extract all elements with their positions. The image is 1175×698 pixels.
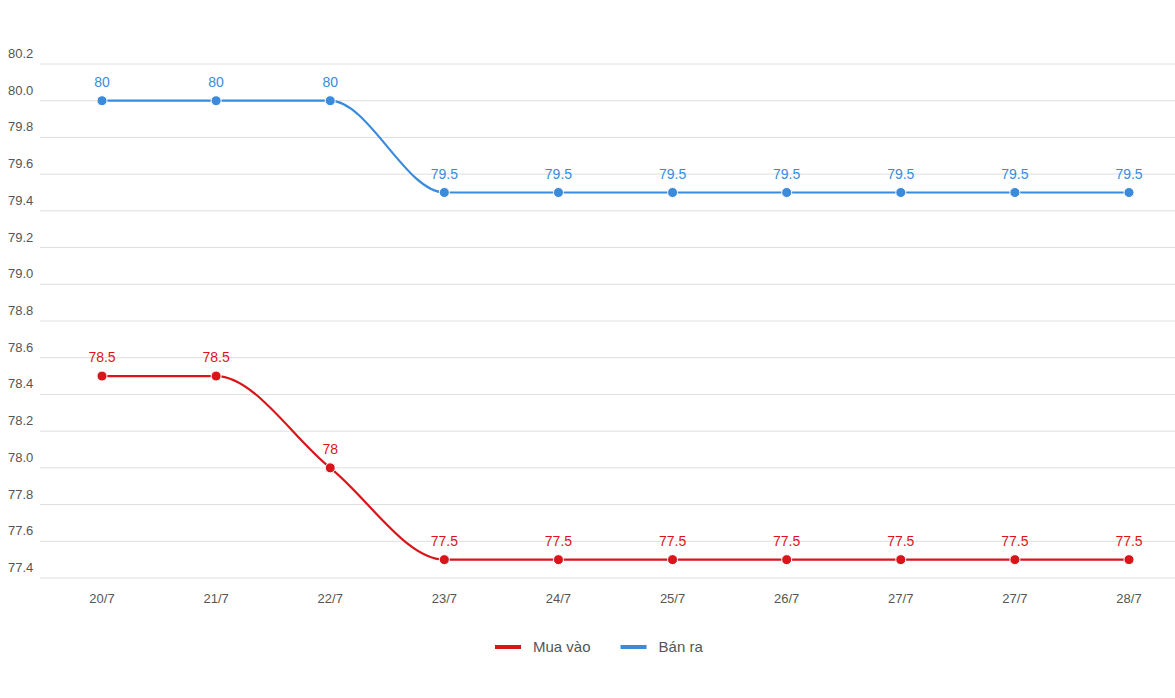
data-label: 80 — [322, 74, 338, 90]
y-tick-label: 77.8 — [8, 487, 33, 502]
grid-line — [40, 578, 1175, 579]
data-label: 79.5 — [545, 166, 572, 182]
y-tick-label: 78.2 — [8, 413, 33, 428]
x-tick-label: 23/7 — [432, 591, 457, 606]
x-tick-label: 20/7 — [89, 591, 114, 606]
data-label: 77.5 — [545, 533, 572, 549]
legend-swatch — [495, 645, 521, 649]
x-tick-label: 28/7 — [1116, 591, 1141, 606]
data-label: 79.5 — [887, 166, 914, 182]
data-labels: 78.5 78.5 78 77.5 77.5 77.5 77.5 77.5 77.5 77.5 80… — [88, 74, 1142, 549]
data-label: 77.5 — [659, 533, 686, 549]
point — [896, 188, 906, 198]
grid-line — [40, 431, 1175, 432]
x-axis: 20/7 21/7 22/7 23/7 24/7 25/7 26/7 27/7 27/7 28/7 — [89, 591, 1141, 606]
grid-line — [40, 210, 1175, 211]
y-tick-label: 79.2 — [8, 230, 33, 245]
grid: 77.4 77.6 77.8 78.0 78.2 78.4 78.6 78.8 79.0 79.2… — [8, 46, 1175, 578]
y-tick-label: 77.6 — [8, 523, 33, 538]
point — [896, 555, 906, 565]
grid-line — [40, 394, 1175, 395]
data-label: 78.5 — [88, 349, 115, 365]
point — [97, 96, 107, 106]
y-tick-label: 78.4 — [8, 376, 33, 391]
point — [1124, 188, 1134, 198]
y-tick-label: 78.0 — [8, 450, 33, 465]
legend-label: Bán ra — [659, 638, 704, 655]
y-tick-label: 80.2 — [8, 46, 33, 61]
data-label: 79.5 — [1001, 166, 1028, 182]
point — [553, 188, 563, 198]
grid-line — [40, 247, 1175, 248]
point — [668, 188, 678, 198]
point — [553, 555, 563, 565]
x-tick-label: 24/7 — [546, 591, 571, 606]
data-label: 80 — [208, 74, 224, 90]
x-tick-label: 27/7 — [1002, 591, 1027, 606]
point — [1010, 188, 1020, 198]
point — [97, 371, 107, 381]
grid-line — [40, 64, 1175, 65]
data-label: 79.5 — [773, 166, 800, 182]
point — [211, 96, 221, 106]
point — [439, 188, 449, 198]
point — [668, 555, 678, 565]
grid-line — [40, 467, 1175, 468]
legend: Mua vào Bán ra — [495, 638, 703, 655]
point — [211, 371, 221, 381]
point — [1124, 555, 1134, 565]
chart: 77.4 77.6 77.8 78.0 78.2 78.4 78.6 78.8 79.0 79.2… — [0, 0, 1175, 698]
y-tick-label: 79.6 — [8, 156, 33, 171]
point — [325, 463, 335, 473]
y-tick-label: 79.0 — [8, 266, 33, 281]
legend-swatch — [621, 645, 647, 649]
y-tick-label: 79.8 — [8, 119, 33, 134]
point — [782, 555, 792, 565]
data-label: 79.5 — [659, 166, 686, 182]
y-tick-label: 78.6 — [8, 340, 33, 355]
plot-data — [97, 96, 1134, 565]
y-tick-label: 77.4 — [8, 560, 33, 575]
grid-line — [40, 504, 1175, 505]
data-label: 77.5 — [1115, 533, 1142, 549]
x-tick-label: 26/7 — [774, 591, 799, 606]
data-label: 80 — [94, 74, 110, 90]
data-label: 77.5 — [773, 533, 800, 549]
x-tick-label: 21/7 — [203, 591, 228, 606]
point — [782, 188, 792, 198]
point — [1010, 555, 1020, 565]
data-label: 77.5 — [887, 533, 914, 549]
data-label: 78 — [322, 441, 338, 457]
data-label: 79.5 — [431, 166, 458, 182]
data-label: 78.5 — [202, 349, 229, 365]
y-tick-label: 78.8 — [8, 303, 33, 318]
point — [325, 96, 335, 106]
data-label: 77.5 — [1001, 533, 1028, 549]
x-tick-label: 25/7 — [660, 591, 685, 606]
series-line — [102, 101, 1129, 193]
point — [439, 555, 449, 565]
legend-label: Mua vào — [533, 638, 591, 655]
y-tick-label: 80.0 — [8, 83, 33, 98]
data-label: 79.5 — [1115, 166, 1142, 182]
data-label: 77.5 — [431, 533, 458, 549]
y-tick-label: 79.4 — [8, 193, 33, 208]
x-tick-label: 27/7 — [888, 591, 913, 606]
grid-line — [40, 321, 1175, 322]
x-tick-label: 22/7 — [318, 591, 343, 606]
series-line — [102, 376, 1129, 560]
grid-line — [40, 284, 1175, 285]
grid-line — [40, 137, 1175, 138]
